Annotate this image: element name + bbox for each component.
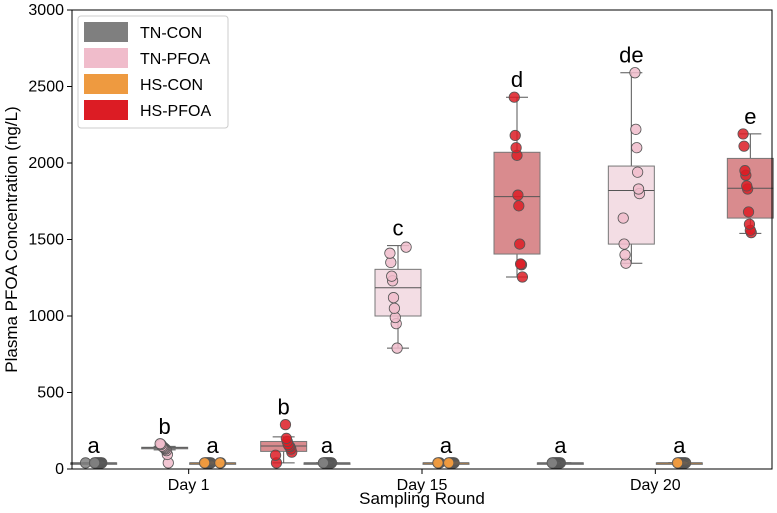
significance-letter: c <box>393 216 404 241</box>
data-point <box>317 457 329 469</box>
data-point <box>742 206 755 218</box>
legend-swatch-tn-con <box>84 22 128 42</box>
significance-letter: b <box>159 414 171 439</box>
data-point <box>509 129 521 142</box>
data-point <box>513 200 525 212</box>
data-point <box>516 271 529 283</box>
data-point <box>154 438 166 450</box>
box-tn-con-day1: a <box>70 433 118 469</box>
data-point <box>385 256 397 269</box>
box-tn-con-day20: a <box>536 433 584 469</box>
significance-letter: a <box>88 433 101 458</box>
data-point <box>198 457 211 469</box>
data-point <box>631 142 643 154</box>
significance-letter: de <box>619 43 643 68</box>
box-hs-con-day15: a <box>422 433 470 469</box>
y-axis-title: Plasma PFOA Concentration (ng/L) <box>2 106 21 372</box>
significance-letter: a <box>321 433 334 458</box>
legend: TN-CON TN-PFOA HS-CON HS-PFOA <box>77 15 229 129</box>
data-point <box>546 457 558 469</box>
data-point <box>671 457 684 469</box>
data-point <box>214 457 226 469</box>
data-point <box>617 212 629 224</box>
data-point <box>630 123 642 135</box>
legend-label-hs-pfoa: HS-PFOA <box>140 103 211 120</box>
data-point <box>618 238 630 250</box>
legend-swatch-hs-pfoa <box>84 100 128 120</box>
data-point <box>514 238 526 250</box>
significance-letter: a <box>207 433 220 458</box>
y-tick-label: 3000 <box>28 2 64 19</box>
data-point <box>514 258 527 270</box>
data-point <box>510 142 522 154</box>
x-tick-label: Day 20 <box>630 477 681 494</box>
box-hs-pfoa-day20: e <box>726 104 774 239</box>
data-point <box>387 292 400 304</box>
data-point <box>741 180 753 192</box>
x-axis-title: Sampling Round <box>359 489 485 508</box>
y-tick-label: 500 <box>37 385 64 402</box>
data-point <box>384 247 396 259</box>
box-tn-pfoa-day20: de <box>607 43 655 269</box>
data-point <box>632 183 645 195</box>
box-body <box>607 165 655 245</box>
significance-letter: e <box>744 104 756 129</box>
data-point <box>432 457 444 469</box>
data-point <box>386 270 398 282</box>
data-point <box>280 432 292 444</box>
plot-area: a b a b a c a d a de a e <box>70 43 774 469</box>
legend-label-tn-pfoa: TN-PFOA <box>140 51 211 68</box>
data-point <box>632 166 644 178</box>
data-point <box>388 302 400 314</box>
significance-letter: a <box>440 433 453 458</box>
data-point <box>88 457 101 469</box>
box-tn-con-day15: a <box>303 433 351 469</box>
x-tick-label: Day 1 <box>168 477 210 494</box>
data-point <box>743 218 756 230</box>
data-point <box>389 311 401 324</box>
significance-letter: b <box>278 395 290 420</box>
data-point <box>508 91 520 103</box>
box-hs-pfoa-day15: d <box>493 67 541 283</box>
box-hs-pfoa-day1: b <box>260 395 308 469</box>
axes: 0 500 1000 1500 2000 2500 3000 Day 1 Day 15 Day 2… <box>28 2 680 494</box>
significance-letter: a <box>554 433 567 458</box>
data-point <box>739 165 751 177</box>
box-hs-con-day1: a <box>189 433 237 469</box>
legend-label-tn-con: TN-CON <box>140 25 202 42</box>
y-tick-label: 1000 <box>28 308 64 325</box>
y-tick-label: 0 <box>55 461 64 478</box>
x-tick-label: Day 15 <box>397 477 448 494</box>
significance-letter: d <box>511 67 523 92</box>
legend-label-hs-con: HS-CON <box>140 77 203 94</box>
legend-swatch-tn-pfoa <box>84 48 128 68</box>
legend-swatch-hs-con <box>84 74 128 94</box>
data-point <box>737 128 749 140</box>
data-point <box>629 67 641 79</box>
y-tick-label: 2500 <box>28 79 64 96</box>
data-point <box>619 249 631 261</box>
data-point <box>279 419 292 431</box>
data-point <box>391 342 403 354</box>
data-point <box>269 449 282 461</box>
data-point <box>512 189 524 201</box>
significance-letter: a <box>673 433 686 458</box>
y-tick-label: 1500 <box>28 232 64 249</box>
box-tn-pfoa-day1: b <box>141 414 189 469</box>
y-tick-label: 2000 <box>28 155 64 172</box>
data-point <box>738 140 750 152</box>
box-hs-con-day20: a <box>655 433 703 469</box>
data-point <box>400 241 412 253</box>
data-point <box>443 457 455 469</box>
box-tn-pfoa-day15: c <box>374 216 422 354</box>
